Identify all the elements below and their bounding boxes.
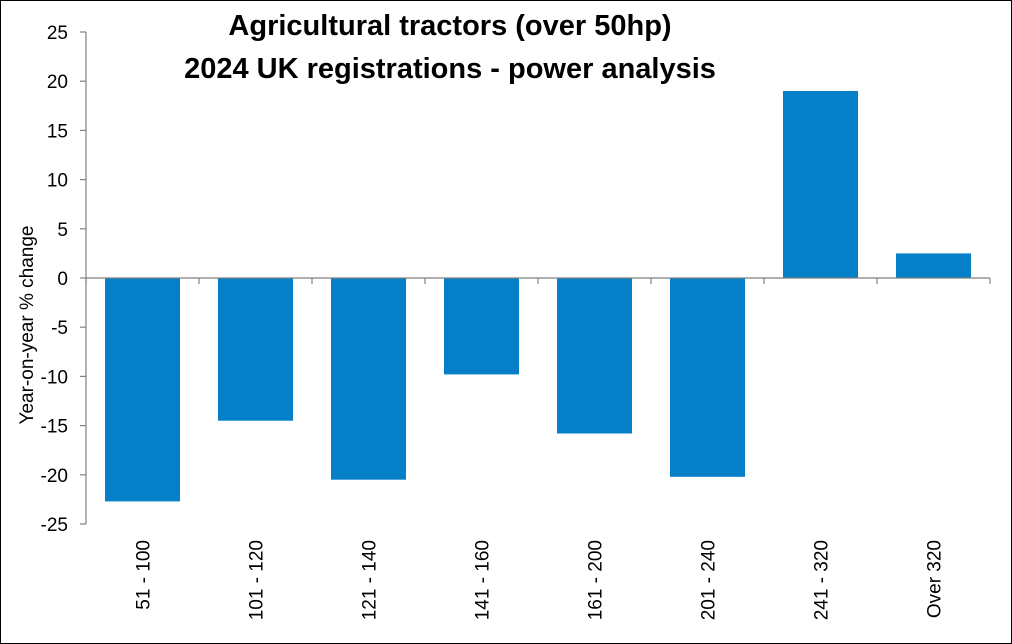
chart-title-line-2: 2024 UK registrations - power analysis	[184, 53, 716, 85]
y-axis-label: Year-on-year % change	[17, 226, 38, 425]
x-tick-label-4: 161 - 200	[586, 540, 607, 620]
y-tick-label-0: 25	[47, 23, 68, 44]
y-tick-label-4: 5	[57, 220, 68, 241]
x-tick-label-3: 141 - 160	[473, 540, 494, 620]
y-tick-label-3: 10	[47, 171, 68, 192]
bar-3	[444, 278, 519, 375]
bar-5	[670, 278, 745, 477]
x-tick-label-5: 201 - 240	[699, 540, 720, 620]
bar-6	[783, 91, 858, 278]
bar-2	[331, 278, 406, 480]
bar-7	[896, 253, 971, 278]
y-tick-label-6: -5	[51, 318, 68, 339]
bar-0	[105, 278, 180, 502]
y-tick-label-10: -25	[41, 515, 68, 536]
x-ticks-group: 51 - 100 101 - 120 121 - 140 141 - 160 161 -…	[134, 540, 946, 620]
y-tick-label-2: 15	[47, 121, 68, 142]
y-tick-label-1: 20	[47, 72, 68, 93]
x-tick-label-0: 51 - 100	[134, 540, 155, 610]
y-tick-label-5: 0	[57, 269, 68, 290]
y-ticks-group: 25 20 15 10 5 0 -5 -10 -15 -20 -25	[41, 23, 86, 536]
x-tick-label-1: 101 - 120	[247, 540, 268, 620]
x-tick-label-6: 241 - 320	[812, 540, 833, 620]
bar-1	[218, 278, 293, 421]
bars-group	[105, 91, 971, 502]
y-tick-label-7: -10	[41, 367, 68, 388]
bar-4	[557, 278, 632, 434]
y-tick-label-9: -20	[41, 466, 68, 487]
x-tick-label-7: Over 320	[925, 540, 946, 618]
x-tick-label-2: 121 - 140	[360, 540, 381, 620]
y-tick-label-8: -15	[41, 417, 68, 438]
chart-title-line-1: Agricultural tractors (over 50hp)	[228, 10, 672, 42]
